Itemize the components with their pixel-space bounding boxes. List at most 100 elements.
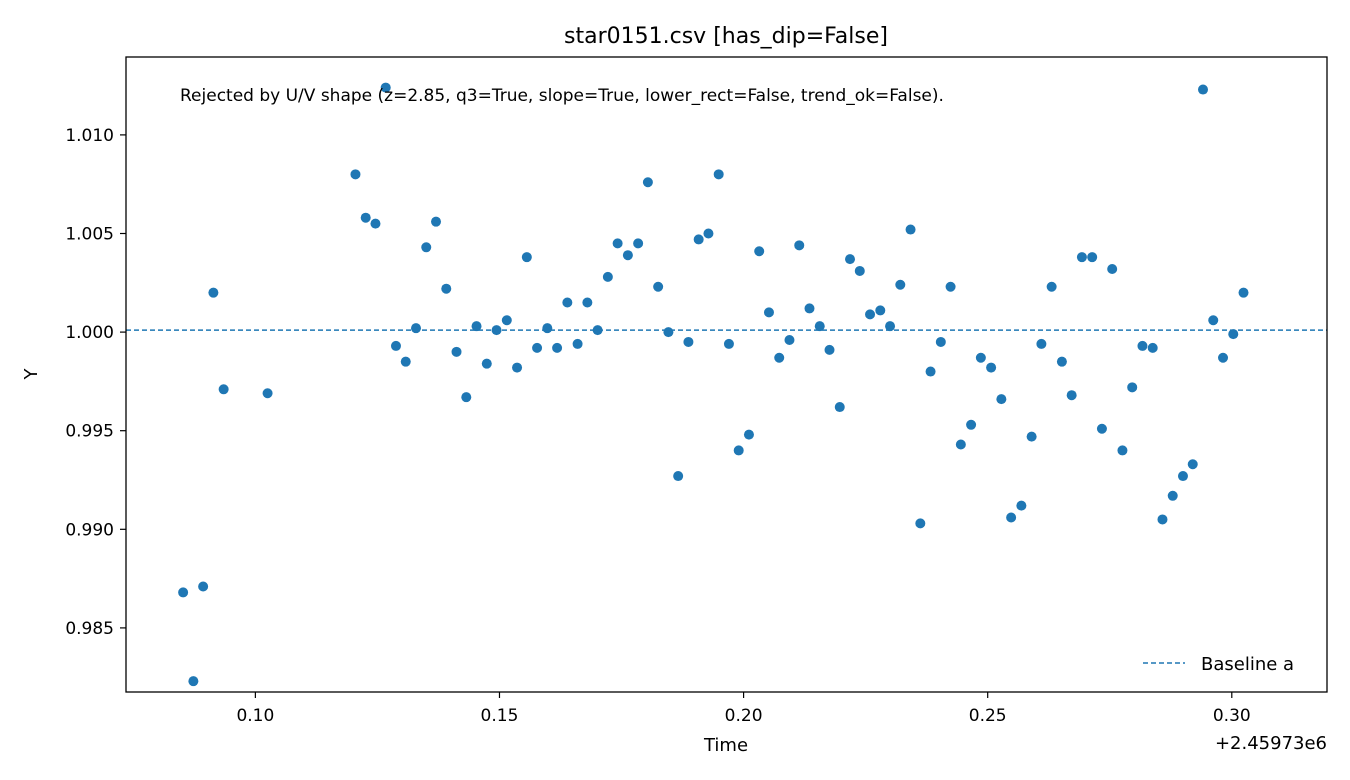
data-point — [1036, 338, 1047, 349]
x-tick-label: 0.25 — [969, 706, 1007, 726]
rejection-annotation: Rejected by U/V shape (z=2.85, q3=True, … — [180, 86, 944, 106]
data-point — [1197, 84, 1208, 95]
data-point — [804, 303, 815, 314]
data-point — [1016, 500, 1027, 511]
data-point — [188, 676, 199, 687]
x-tick-label: 0.20 — [725, 706, 763, 726]
data-point — [521, 252, 532, 263]
data-point — [1238, 287, 1249, 298]
data-point — [875, 305, 886, 316]
data-point — [1117, 445, 1128, 456]
x-axis-ticks: 0.10 0.15 0.20 0.25 0.30 — [236, 692, 1251, 726]
data-point — [723, 338, 734, 349]
data-point — [542, 323, 553, 334]
data-point — [703, 228, 714, 239]
data-point — [955, 439, 966, 450]
data-point — [512, 362, 523, 373]
data-point — [410, 323, 421, 334]
data-point — [865, 309, 876, 320]
data-point — [501, 315, 512, 326]
x-tick-label: 0.30 — [1213, 706, 1251, 726]
legend: Baseline a — [1143, 654, 1294, 675]
y-tick-label: 0.990 — [65, 520, 114, 540]
plot-frame — [125, 56, 1328, 693]
data-point — [262, 388, 273, 399]
data-point — [1187, 459, 1198, 470]
data-point — [1137, 340, 1148, 351]
data-point — [1157, 514, 1168, 525]
data-point — [622, 250, 633, 261]
data-point — [1056, 356, 1067, 367]
data-point — [663, 327, 674, 338]
data-point — [1026, 431, 1037, 442]
x-axis-offset-label: +2.45973e6 — [1215, 733, 1327, 754]
data-point — [572, 338, 583, 349]
data-point — [633, 238, 644, 249]
data-point — [814, 321, 825, 332]
legend-baseline-label: Baseline a — [1201, 654, 1294, 675]
data-point — [642, 177, 653, 188]
data-point — [1076, 252, 1087, 263]
data-point — [945, 281, 956, 292]
data-point — [1127, 382, 1138, 393]
data-point — [592, 325, 603, 336]
data-point — [1006, 512, 1017, 523]
data-point — [441, 283, 452, 294]
data-point — [218, 384, 229, 395]
data-point — [461, 392, 472, 403]
data-point — [794, 240, 805, 251]
data-point — [1167, 490, 1178, 501]
y-tick-label: 0.985 — [65, 619, 114, 639]
data-point — [421, 242, 432, 253]
data-point — [905, 224, 916, 235]
data-point — [400, 356, 411, 367]
data-point — [562, 297, 573, 308]
data-point — [845, 254, 856, 265]
y-tick-label: 0.995 — [65, 422, 114, 442]
data-point — [481, 358, 492, 369]
data-point — [532, 342, 543, 353]
data-point — [1218, 352, 1229, 363]
data-point — [975, 352, 986, 363]
data-point — [925, 366, 936, 377]
x-tick-label: 0.10 — [236, 706, 274, 726]
data-point — [602, 271, 613, 282]
data-point — [986, 362, 997, 373]
data-point — [612, 238, 623, 249]
data-point — [360, 212, 371, 223]
y-tick-label: 1.000 — [65, 323, 114, 343]
data-point — [552, 342, 563, 353]
data-point — [673, 471, 684, 482]
data-point — [763, 307, 774, 318]
data-point — [854, 265, 865, 276]
data-point — [198, 581, 209, 592]
data-point — [1147, 342, 1158, 353]
y-axis-label: Y — [21, 368, 42, 381]
data-point — [178, 587, 189, 598]
data-point — [754, 246, 765, 257]
data-point — [733, 445, 744, 456]
data-point — [451, 346, 462, 357]
data-point — [1228, 329, 1239, 340]
data-point — [693, 234, 704, 245]
data-point — [1177, 471, 1188, 482]
data-point — [743, 429, 754, 440]
data-point — [1087, 252, 1098, 263]
data-point — [885, 321, 896, 332]
data-point — [208, 287, 219, 298]
data-point — [431, 216, 442, 227]
data-point — [491, 325, 502, 336]
chart-title: star0151.csv [has_dip=False] — [564, 24, 888, 49]
data-point — [834, 402, 845, 413]
data-point — [1107, 263, 1118, 274]
data-point — [784, 334, 795, 345]
data-point — [966, 419, 977, 430]
data-point — [774, 352, 785, 363]
data-point — [895, 279, 906, 290]
data-point — [1046, 281, 1057, 292]
data-point — [350, 169, 361, 180]
data-point — [380, 82, 391, 93]
x-axis-label: Time — [703, 735, 748, 756]
data-point — [653, 281, 664, 292]
data-point — [824, 344, 835, 355]
